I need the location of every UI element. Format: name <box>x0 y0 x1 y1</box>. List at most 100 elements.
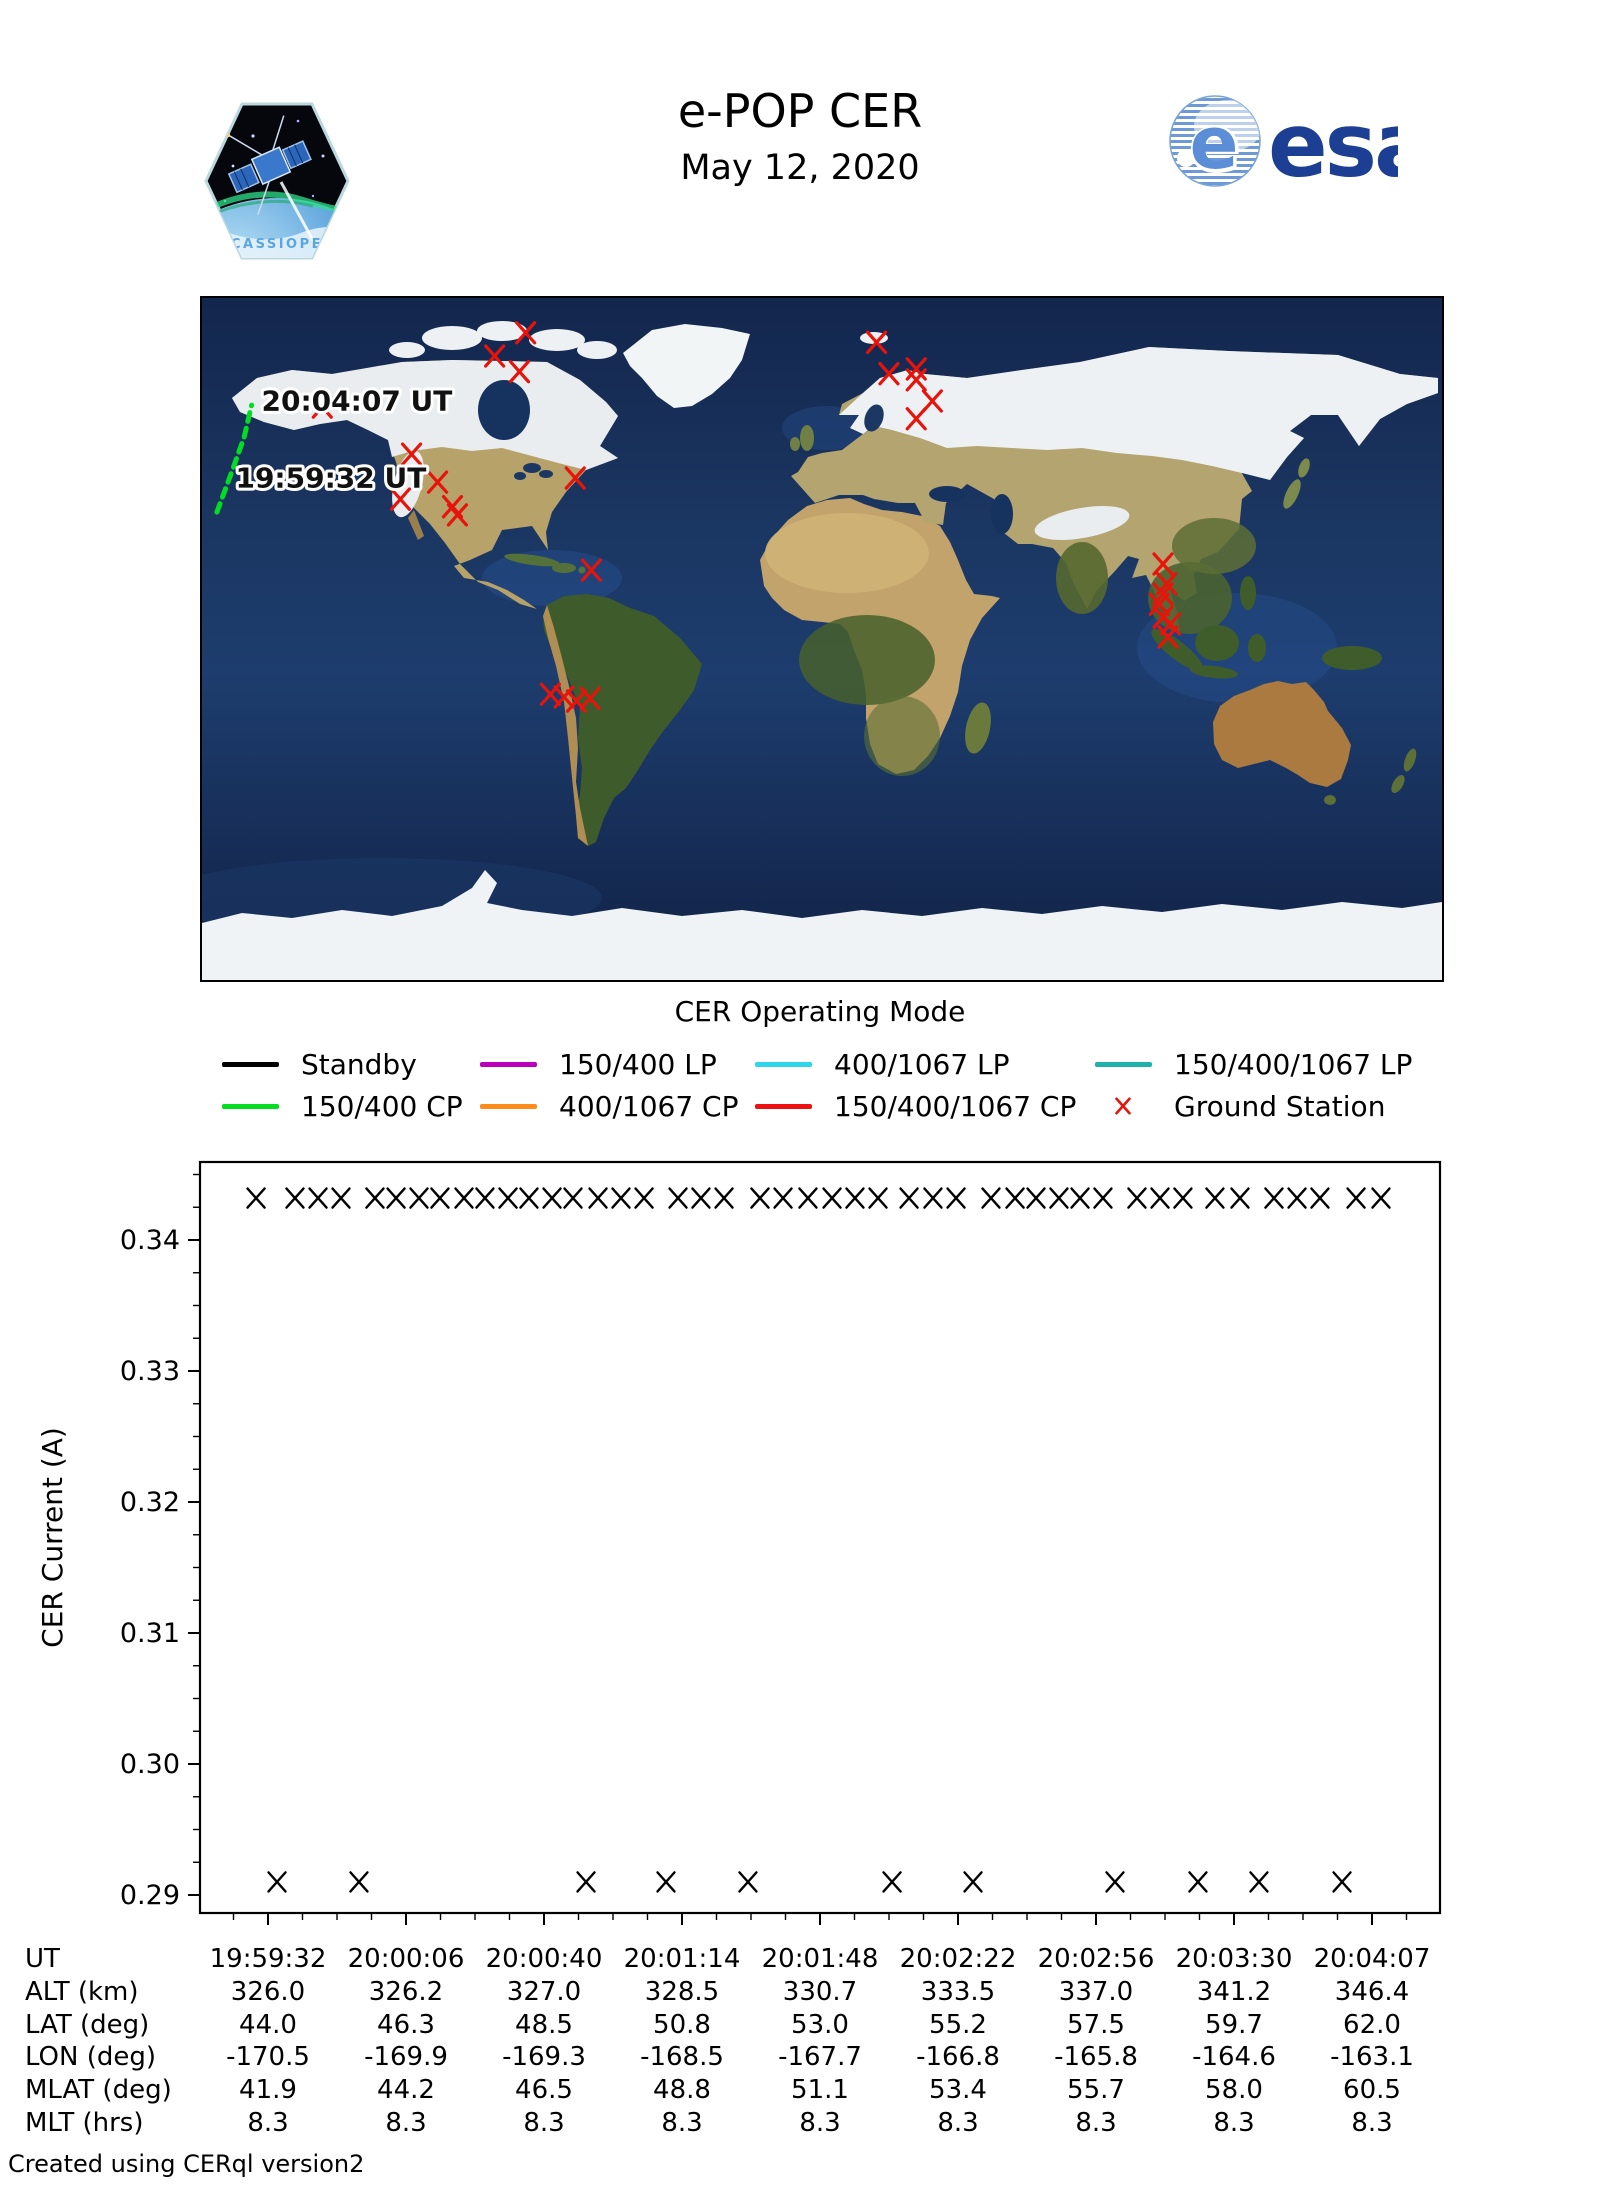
data-point-x-marker <box>1105 1871 1125 1893</box>
data-point-x-marker <box>946 1187 966 1209</box>
table-cell: 20:00:06 <box>347 1944 465 1974</box>
table-cell: 8.3 <box>1213 2108 1255 2138</box>
data-point-x-marker <box>656 1871 676 1893</box>
table-cell: 48.5 <box>515 2009 573 2040</box>
table-cell: 328.5 <box>644 1976 720 2007</box>
legend-line-swatch <box>222 1103 279 1109</box>
table-cell: 20:00:40 <box>485 1944 603 1974</box>
data-point-x-marker <box>454 1187 474 1209</box>
data-point-x-marker <box>331 1187 351 1209</box>
ground-station-marker <box>515 321 537 345</box>
legend-item-label: 150/400/1067 LP <box>1174 1047 1413 1081</box>
footer-credit: Created using CERql version2 <box>8 2150 365 2178</box>
data-point-x-marker <box>1249 1871 1269 1893</box>
track-time-label-0: 20:04:07 UT <box>262 385 453 418</box>
data-point-x-marker <box>519 1187 539 1209</box>
esa-wordmark: esa <box>1268 94 1398 196</box>
page-date-subtitle: May 12, 2020 <box>680 148 920 188</box>
data-point-x-marker <box>634 1187 654 1209</box>
table-cell: -170.5 <box>226 2042 310 2073</box>
legend-item-label: 150/400 LP <box>559 1047 717 1081</box>
data-point-x-marker <box>1230 1187 1250 1209</box>
data-point-x-marker <box>365 1187 385 1209</box>
data-point-x-marker <box>773 1187 793 1209</box>
ground-station-marker <box>564 466 586 490</box>
table-cell: 46.3 <box>377 2009 435 2040</box>
data-point-x-marker <box>475 1187 495 1209</box>
table-cell: 20:02:22 <box>899 1944 1017 1974</box>
table-cell: 53.0 <box>791 2009 849 2040</box>
data-point-x-marker <box>1332 1871 1352 1893</box>
legend-item-label: Ground Station <box>1174 1089 1386 1123</box>
data-point-x-marker <box>1150 1187 1170 1209</box>
ground-station-marker <box>400 442 423 466</box>
table-cell: 8.3 <box>385 2108 427 2138</box>
table-cell: 60.5 <box>1343 2075 1401 2106</box>
table-row-label: UT <box>25 1944 60 1974</box>
table-cell: 20:01:48 <box>761 1944 879 1974</box>
table-cell: 44.2 <box>377 2075 435 2106</box>
table-cell: -168.5 <box>640 2042 724 2073</box>
table-cell: 44.0 <box>239 2009 297 2040</box>
legend-x-marker <box>1115 1097 1131 1115</box>
chart-plot-area: 0.29 0.30 0.31 0.32 0.33 0.34 CER Current (A) <box>36 1160 1442 1925</box>
data-point-x-marker <box>882 1871 902 1893</box>
data-point-x-marker <box>963 1871 983 1893</box>
data-point-x-marker <box>409 1187 429 1209</box>
ground-station-marker <box>427 470 449 494</box>
legend-line-swatch <box>755 1061 812 1067</box>
y-tick-label: 0.34 <box>120 1225 180 1256</box>
legend-item-label: 400/1067 LP <box>834 1047 1010 1081</box>
ground-station-legend-icon <box>1115 1097 1131 1115</box>
data-point-x-marker <box>1287 1187 1307 1209</box>
table-cell: 55.2 <box>929 2009 987 2040</box>
legend-item-label: Standby <box>301 1047 417 1081</box>
table-cell: -163.1 <box>1330 2042 1414 2073</box>
legend-item: 400/1067 CP <box>480 1090 738 1123</box>
table-row-label: LON (deg) <box>25 2042 157 2073</box>
ground-station-marker <box>311 395 333 419</box>
table-cell: -165.8 <box>1054 2042 1138 2073</box>
legend-item: Ground Station <box>1095 1089 1386 1123</box>
table-cell: 8.3 <box>523 2108 565 2138</box>
legend-item: 150/400/1067 CP <box>755 1090 1076 1123</box>
data-point-x-marker <box>1346 1187 1366 1209</box>
data-point-x-marker <box>588 1187 608 1209</box>
data-point-x-marker <box>1026 1187 1046 1209</box>
cer-current-chart: 0.29 0.30 0.31 0.32 0.33 0.34 CER Current (A) <box>36 1160 1442 1925</box>
legend-line-swatch <box>480 1103 537 1109</box>
data-point-x-marker <box>1070 1187 1090 1209</box>
world-map <box>202 298 1442 980</box>
esa-globe-letter-inner: e <box>1190 101 1239 185</box>
data-point-x-marker <box>714 1187 734 1209</box>
satellite-track <box>214 402 255 515</box>
data-point-x-marker <box>1205 1187 1225 1209</box>
legend-item: Standby <box>222 1047 417 1081</box>
data-point-x-marker <box>349 1871 369 1893</box>
data-point-x-marker <box>246 1187 266 1209</box>
data-point-x-marker <box>542 1187 562 1209</box>
esa-logo-icon: e e esa <box>1169 94 1433 197</box>
data-point-x-marker <box>1264 1187 1284 1209</box>
data-point-x-marker <box>668 1187 688 1209</box>
table-cell: 330.7 <box>782 1976 858 2007</box>
ground-station-marker <box>579 686 601 711</box>
ground-station-marker <box>905 368 927 392</box>
data-point-x-marker <box>981 1187 1001 1209</box>
data-point-x-marker <box>750 1187 770 1209</box>
table-cell: 326.2 <box>368 1976 444 2007</box>
data-point-x-marker <box>386 1187 406 1209</box>
ground-station-marker <box>865 330 888 355</box>
legend-item: 150/400 LP <box>480 1047 717 1081</box>
table-cell: 8.3 <box>1351 2108 1393 2138</box>
legend-line-swatch <box>755 1103 812 1109</box>
table-cell: 41.9 <box>239 2075 297 2106</box>
data-point-x-marker <box>1049 1187 1069 1209</box>
table-row-label: MLT (hrs) <box>25 2108 144 2138</box>
table-cell: -164.6 <box>1192 2042 1276 2073</box>
data-point-x-marker <box>923 1187 943 1209</box>
esa-logo: e e esa <box>1168 86 1433 197</box>
legend-line-swatch <box>480 1061 537 1067</box>
chart-frame <box>198 1160 1442 1915</box>
